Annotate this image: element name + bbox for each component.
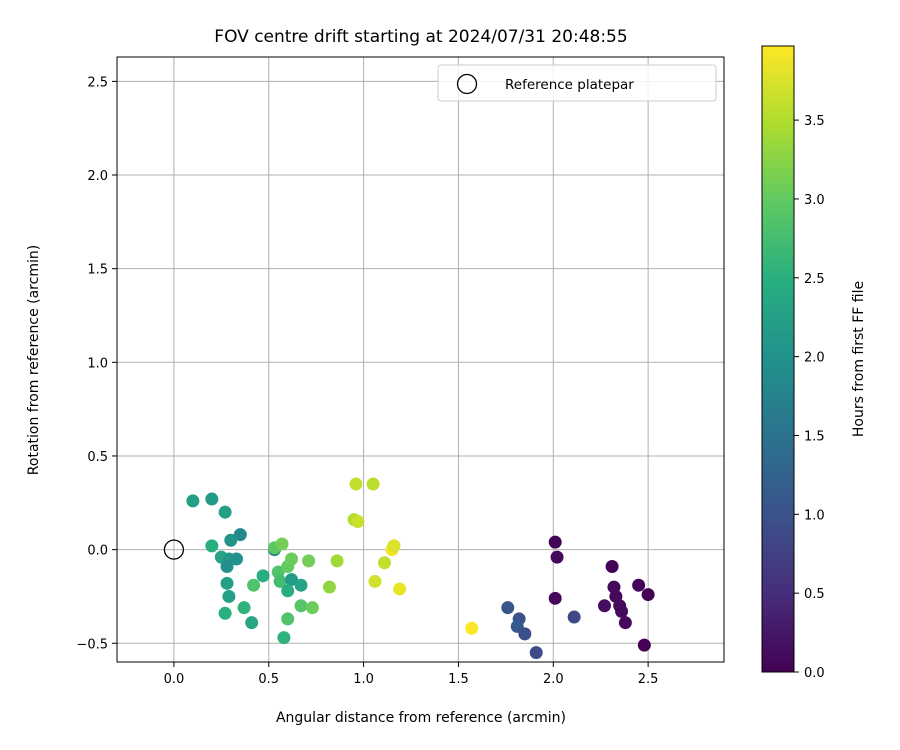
scatter-point [567, 610, 581, 624]
scatter-point [302, 554, 316, 568]
scatter-point [349, 477, 363, 491]
scatter-point [220, 576, 234, 590]
y-tick-label: 2.0 [87, 169, 108, 184]
scatter-point [245, 616, 259, 630]
colorbar-frame [761, 45, 795, 673]
scatter-point [501, 601, 515, 615]
scatter-point [351, 515, 365, 529]
scatter-point [294, 578, 308, 592]
legend-box [437, 64, 717, 102]
colorbar: 0.0 0.5 1.0 1.5 2.0 2.5 3.0 3.5 Hours from firs… [761, 45, 867, 681]
scatter-point [637, 638, 651, 652]
scatter-point [218, 606, 232, 620]
y-tick-label: 1.0 [87, 356, 108, 371]
scatter-point [281, 612, 295, 626]
scatter-point [305, 601, 319, 615]
plot-frame [116, 56, 725, 663]
scatter-point [518, 627, 532, 641]
colorbar-tick-label: 0.0 [804, 666, 825, 681]
scatter-point [237, 601, 251, 615]
colorbar-gradient [762, 46, 794, 672]
y-tick-label: 2.5 [87, 75, 108, 90]
y-tick-label: 0.0 [87, 544, 108, 559]
scatter-point [393, 582, 407, 596]
reference-marker [163, 539, 185, 560]
scatter-point [529, 646, 543, 660]
scatter-point [605, 559, 619, 573]
scatter-point [222, 589, 236, 603]
scatter-point [618, 616, 632, 630]
scatter-point [233, 528, 247, 542]
colorbar-tick-label: 1.5 [804, 429, 825, 444]
legend-marker-icon [456, 73, 478, 95]
scatter-point [218, 505, 232, 519]
scatter-point [220, 559, 234, 573]
scatter-point [366, 477, 380, 491]
colorbar-tick-label: 3.5 [804, 114, 825, 129]
scatter-point [273, 574, 287, 588]
scatter-point [285, 552, 299, 566]
x-tick-label: 0.5 [258, 672, 279, 687]
colorbar-tick-label: 3.0 [804, 193, 825, 208]
scatter-point [548, 591, 562, 605]
scatter-point [632, 578, 646, 592]
x-tick-label: 1.0 [353, 672, 374, 687]
x-tick-label: 1.5 [448, 672, 469, 687]
scatter-point [615, 604, 629, 618]
scatter-point [387, 539, 401, 553]
scatter-point [256, 569, 270, 583]
plot-background [117, 57, 724, 662]
scatter-point [294, 599, 308, 613]
scatter-point [641, 588, 655, 602]
scatter-point [322, 580, 336, 594]
scatter-points [186, 477, 655, 660]
x-tick-label: 2.0 [543, 672, 564, 687]
y-tick-label: 1.5 [87, 263, 108, 278]
scatter-point [465, 621, 479, 635]
colorbar-label: Hours from first FF file [851, 281, 867, 437]
scatter-point [597, 599, 611, 613]
chart-title: FOV centre drift starting at 2024/07/31 … [214, 27, 627, 47]
x-axis-label: Angular distance from reference (arcmin) [276, 710, 566, 726]
scatter-point [548, 535, 562, 549]
scatter-point [205, 539, 219, 553]
scatter-point [205, 492, 219, 506]
x-tick-label: 2.5 [638, 672, 659, 687]
plot-area: 0.0 0.5 1.0 1.5 2.0 2.5 −0.5 0.0 0.5 1.0 1.5 2.0 2.… [76, 56, 725, 687]
scatter-point [550, 550, 564, 564]
scatter-point [275, 537, 289, 551]
legend: Reference platepar [437, 64, 717, 102]
x-axis-ticks: 0.0 0.5 1.0 1.5 2.0 2.5 [164, 662, 659, 687]
scatter-point [186, 494, 200, 508]
scatter-point [368, 574, 382, 588]
y-tick-label: 0.5 [87, 450, 108, 465]
scatter-point [377, 556, 391, 570]
scatter-point [247, 578, 261, 592]
scatter-point [277, 631, 291, 645]
colorbar-ticks: 0.0 0.5 1.0 1.5 2.0 2.5 3.0 3.5 [794, 114, 825, 681]
y-tick-label: −0.5 [76, 637, 108, 652]
scatter-point [285, 573, 299, 587]
legend-entry-reference-platepar: Reference platepar [505, 77, 634, 93]
x-tick-label: 0.0 [164, 672, 185, 687]
colorbar-tick-label: 2.0 [804, 351, 825, 366]
scatter-point [281, 584, 295, 598]
colorbar-tick-label: 1.0 [804, 508, 825, 523]
colorbar-tick-label: 2.5 [804, 272, 825, 287]
colorbar-tick-label: 0.5 [804, 587, 825, 602]
reference-marker-group [163, 539, 185, 560]
y-axis-ticks: −0.5 0.0 0.5 1.0 1.5 2.0 2.5 [76, 75, 117, 652]
y-axis-label: Rotation from reference (arcmin) [26, 245, 42, 475]
scatter-point [224, 533, 238, 547]
scatter-point [230, 552, 244, 566]
scatter-point [330, 554, 344, 568]
